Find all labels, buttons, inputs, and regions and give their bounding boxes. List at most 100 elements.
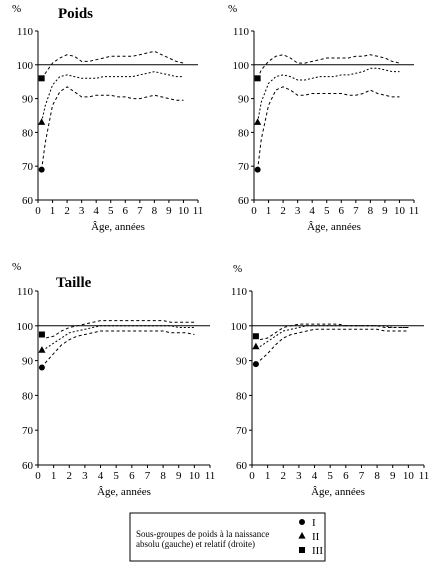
series-marker-II [38,346,46,353]
y-tick-label: 70 [238,161,250,173]
y-tick-label: 100 [233,60,250,72]
x-tick-label: 9 [166,205,172,217]
x-tick-label: 7 [353,205,359,217]
y-tick-label: 60 [238,195,250,207]
x-axis-label: Âge, années [307,221,361,233]
series-line-I [255,328,409,365]
x-tick-label: 2 [64,205,70,217]
x-tick-label: 9 [390,470,396,482]
series-marker-III [254,75,261,82]
legend-label-III: III [312,545,323,557]
legend-marker-I [299,519,305,525]
y-tick-label: 100 [17,321,34,333]
x-tick-label: 7 [145,470,151,482]
x-tick-label: 8 [374,470,380,482]
panel-title: Poids [58,6,93,22]
y-tick-label: 110 [233,26,250,38]
series-marker-I [252,361,259,368]
x-tick-label: 3 [295,205,301,217]
x-tick-label: 0 [35,205,41,217]
y-tick-label: 90 [22,94,34,106]
x-tick-label: 3 [82,470,88,482]
series-line-II [41,71,184,123]
x-tick-label: 4 [312,470,318,482]
legend-marker-III [299,547,305,553]
y-tick-label: 90 [236,356,248,368]
chart-panel-3: 60 70 80 90 100 110 0 1 2 3 4 5 6 7 8 9 10 11% Âge, années… [12,261,215,498]
x-tick-label: 0 [249,470,255,482]
x-tick-label: 10 [189,470,201,482]
x-tick-label: 11 [419,470,430,482]
x-tick-label: 0 [35,470,41,482]
x-tick-label: 5 [108,205,114,217]
y-tick-label: 80 [22,127,34,139]
y-tick-label: 100 [17,60,34,72]
x-axis-label: Âge, années [91,221,145,233]
panel-title: Taille [56,275,92,291]
x-tick-label: 6 [339,205,345,217]
legend-label-I: I [312,517,316,529]
series-marker-I [38,364,45,371]
legend-text-line1: Sous-groupes de poids à la naissance [136,529,269,539]
x-tick-label: 10 [178,205,190,217]
x-tick-label: 4 [93,205,99,217]
y-tick-label: 80 [236,390,248,402]
series-marker-I [38,166,45,173]
x-axis-label: Âge, années [311,486,365,498]
x-tick-label: 2 [281,470,287,482]
y-axis-label: % [12,3,21,15]
x-tick-label: 4 [98,470,104,482]
legend-label-II: II [312,531,320,543]
y-tick-label: 90 [238,94,250,106]
series-marker-III [38,331,45,338]
x-tick-label: 11 [193,205,204,217]
x-tick-label: 7 [359,470,365,482]
y-axis-label: % [228,3,237,15]
x-tick-label: 9 [176,470,182,482]
series-line-III [41,320,195,339]
y-axis-label: % [233,263,242,275]
legend-text-line2: absolu (gauche) et relatif (droite) [136,539,255,549]
x-tick-label: 5 [324,205,330,217]
y-tick-label: 60 [22,460,34,472]
y-tick-label: 110 [231,286,248,298]
x-tick-label: 10 [403,470,415,482]
x-axis-label: Âge, années [97,486,151,498]
x-tick-label: 9 [382,205,388,217]
x-tick-label: 4 [309,205,315,217]
series-marker-II [252,342,260,350]
x-tick-label: 6 [343,470,349,482]
series-line-II [41,325,195,351]
x-tick-label: 8 [160,470,166,482]
y-tick-label: 70 [22,425,34,437]
series-line-II [255,325,409,348]
x-tick-label: 8 [368,205,374,217]
series-line-III [257,54,400,79]
x-tick-label: 3 [296,470,302,482]
x-tick-label: 6 [123,205,129,217]
x-tick-label: 1 [50,205,56,217]
chart-panel-1: 60 70 80 90 100 110 0 1 2 3 4 5 6 7 8 9 10 11% Âge, années… [12,3,203,233]
chart-panel-2: 60 70 80 90 100 110 0 1 2 3 4 5 6 7 8 9 10 11% Âge, années [228,3,419,233]
y-tick-label: 80 [238,127,250,139]
series-marker-I [254,166,261,173]
series-line-II [257,67,400,123]
x-tick-label: 11 [409,205,420,217]
series-line-I [41,86,184,170]
chart-panel-4: 60 70 80 90 100 110 0 1 2 3 4 5 6 7 8 9 10 11% Âge, années [231,263,430,498]
y-tick-label: 110 [17,286,34,298]
y-tick-label: 70 [236,425,248,437]
series-marker-II [38,118,46,125]
x-tick-label: 0 [251,205,257,217]
y-axis-label: % [12,261,21,273]
series-line-I [41,330,195,368]
x-tick-label: 8 [152,205,158,217]
y-tick-label: 70 [22,161,34,173]
series-line-I [257,86,400,170]
x-tick-label: 7 [137,205,143,217]
x-tick-label: 1 [266,205,272,217]
y-tick-label: 110 [17,26,34,38]
y-tick-label: 90 [22,356,34,368]
legend-marker-II [298,532,306,539]
